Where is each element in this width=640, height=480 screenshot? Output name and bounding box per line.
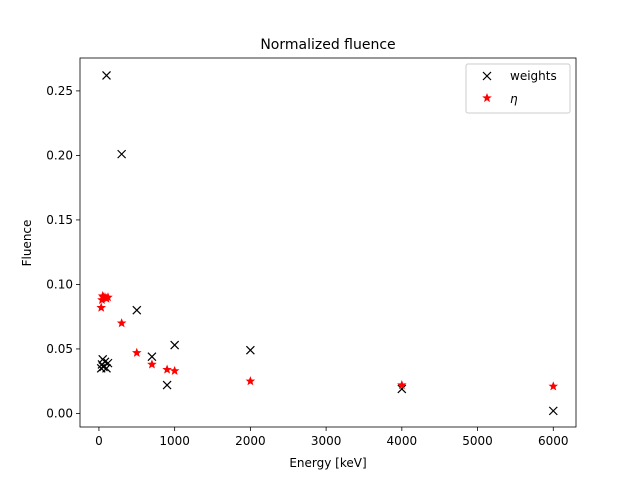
legend-star-marker — [482, 92, 492, 103]
eta-point-11 — [169, 365, 180, 375]
legend-x-marker — [482, 71, 492, 81]
x-tick-label: 5000 — [462, 434, 493, 448]
weights-point-8 — [117, 149, 127, 159]
y-axis: 0.00 0.05 0.10 0.15 0.20 0.25 — [46, 84, 80, 420]
x-tick-label: 3000 — [311, 434, 342, 448]
plot-marks — [96, 70, 559, 416]
x-tick-label: 2000 — [235, 434, 266, 448]
plot-frame — [79, 57, 577, 428]
x-tick-label: 0 — [95, 434, 103, 448]
x-axis-label: Energy [keV] — [289, 456, 366, 470]
y-axis-label: Fluence — [20, 220, 34, 267]
weights-point-12 — [170, 340, 180, 350]
weights-point-7 — [103, 358, 113, 368]
y-tick-label: 0.25 — [46, 84, 73, 98]
eta-point-7 — [116, 318, 127, 328]
eta-point-8 — [132, 347, 142, 357]
legend: weights η — [465, 63, 571, 114]
legend-label-eta: η — [510, 92, 518, 106]
x-tick-label: 6000 — [538, 434, 569, 448]
weights-point-10 — [147, 352, 157, 362]
eta-point-0 — [96, 302, 106, 312]
eta-point-10 — [162, 364, 172, 374]
weights-point-6 — [102, 363, 111, 373]
weights-point-13 — [245, 345, 255, 355]
weights-point-11 — [162, 380, 172, 390]
x-tick-label: 4000 — [387, 434, 418, 448]
legend-marker-weights — [482, 71, 492, 81]
eta-point-13 — [397, 380, 407, 390]
y-tick-label: 0.00 — [46, 406, 73, 420]
y-tick-label: 0.15 — [46, 213, 73, 227]
y-tick-label: 0.05 — [46, 342, 73, 356]
y-tick-label: 0.20 — [46, 148, 73, 162]
weights-point-14 — [397, 384, 407, 394]
x-tick-label: 1000 — [159, 434, 190, 448]
eta-point-12 — [245, 376, 256, 386]
legend-marker-eta — [482, 92, 492, 103]
y-tick-label: 0.10 — [46, 277, 73, 291]
weights-point-15 — [548, 406, 558, 416]
eta-point-6 — [103, 292, 113, 302]
eta-point-14 — [548, 381, 559, 391]
weights-point-5 — [102, 70, 111, 80]
weights-point-9 — [132, 305, 142, 315]
chart-title: Normalized fluence — [260, 37, 395, 53]
legend-label-weights: weights — [510, 69, 557, 83]
x-axis: 0 1000 2000 3000 4000 5000 6000 — [95, 427, 569, 448]
eta-point-9 — [147, 359, 157, 369]
legend-box — [465, 63, 571, 114]
